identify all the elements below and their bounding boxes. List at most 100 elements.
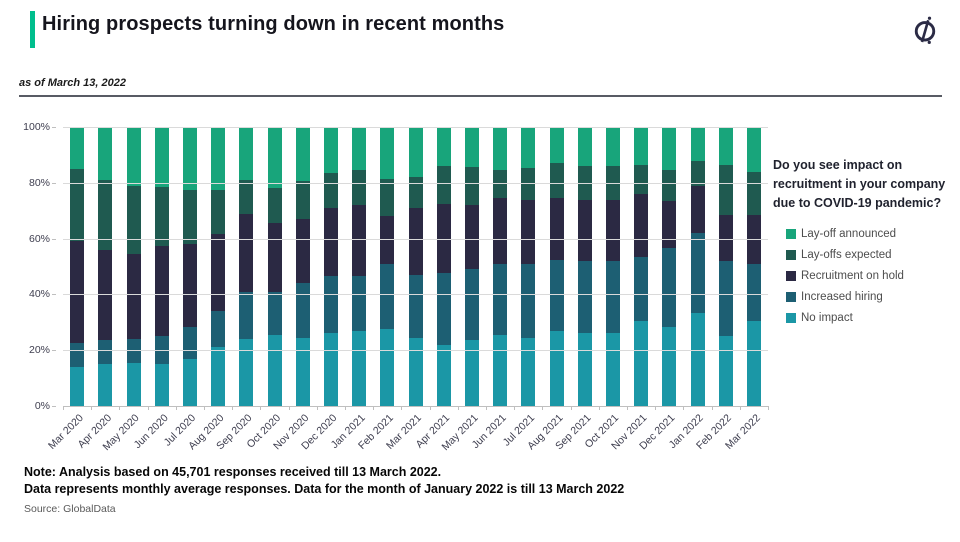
bar-segment-lay-offs-expected <box>323 173 338 208</box>
bar-segment-lay-offs-expected <box>267 188 282 224</box>
bar-segment-lay-offs-expected <box>295 181 310 220</box>
bar-slot <box>204 127 232 406</box>
y-axis-tick <box>52 238 56 240</box>
legend-item-no-impact: No impact <box>786 312 957 324</box>
bar-segment-no-impact <box>577 333 592 406</box>
bar-jul-2021 <box>521 127 536 406</box>
bar-slot <box>289 127 317 406</box>
bar-sep-2020 <box>239 127 254 406</box>
bar-segment-increased-hiring <box>662 248 677 327</box>
gridline-100% <box>63 127 768 128</box>
bar-slot <box>401 127 429 406</box>
bar-segment-increased-hiring <box>267 291 282 335</box>
gridline-60% <box>63 238 768 240</box>
x-axis-tick <box>768 406 769 410</box>
bar-segment-lay-off-announced <box>323 127 338 174</box>
bar-segment-lay-off-announced <box>690 127 705 161</box>
bar-segment-recruitment-on-hold <box>634 193 649 257</box>
bar-segment-recruitment-on-hold <box>464 205 479 270</box>
bar-slot <box>627 127 655 406</box>
bar-segment-lay-off-announced <box>521 127 536 168</box>
x-axis-ticks <box>63 406 769 411</box>
bar-segment-recruitment-on-hold <box>126 253 141 340</box>
bar-slot <box>430 127 458 406</box>
bar-segment-no-impact <box>521 337 536 406</box>
legend-swatch-icon <box>786 271 796 282</box>
notes: Note: Analysis based on 45,701 responses… <box>24 464 624 518</box>
x-axis-tick <box>739 406 741 410</box>
bar-segment-lay-off-announced <box>70 127 85 169</box>
legend-question: Do you see impact on recruitment in your… <box>773 158 946 210</box>
x-axis-tick <box>232 406 234 410</box>
gridline-0% <box>63 406 768 407</box>
bar-segment-no-impact <box>662 326 677 406</box>
bar-segment-no-impact <box>464 340 479 406</box>
y-axis-label: 100% <box>23 121 50 133</box>
bar-segment-lay-offs-expected <box>662 170 677 201</box>
bar-segment-recruitment-on-hold <box>662 200 677 249</box>
y-axis-label: 20% <box>28 344 50 357</box>
bar-segment-lay-offs-expected <box>154 187 169 246</box>
bar-slot <box>317 127 345 406</box>
bar-segment-increased-hiring <box>690 233 705 313</box>
bar-segment-lay-off-announced <box>493 127 508 171</box>
bar-segment-lay-off-announced <box>662 127 677 171</box>
legend-item-recruitment-on-hold: Recruitment on hold <box>786 270 957 282</box>
legend-swatch-icon <box>786 292 796 303</box>
bar-segment-recruitment-on-hold <box>493 198 508 264</box>
bar-segment-no-impact <box>634 320 649 406</box>
bars-container <box>63 127 768 406</box>
bar-mar-2022 <box>746 127 761 406</box>
bar-segment-lay-off-announced <box>239 127 254 181</box>
x-axis-tick <box>401 406 403 410</box>
legend-items: Lay-off announced Lay-offs expected Recrui… <box>773 228 957 324</box>
bar-dec-2021 <box>662 127 677 406</box>
bar-segment-no-impact <box>323 333 338 406</box>
bar-aug-2020 <box>211 127 226 406</box>
bar-segment-recruitment-on-hold <box>211 234 226 312</box>
bar-segment-lay-off-announced <box>182 127 197 190</box>
bar-segment-no-impact <box>267 334 282 406</box>
bar-segment-increased-hiring <box>577 260 592 334</box>
bar-slot <box>683 127 711 406</box>
bar-segment-lay-offs-expected <box>98 180 113 250</box>
bar-mar-2021 <box>408 127 423 406</box>
x-axis-tick <box>429 406 431 410</box>
bar-segment-no-impact <box>211 347 226 406</box>
bar-oct-2020 <box>267 127 282 406</box>
bar-slot <box>599 127 627 406</box>
bar-nov-2020 <box>295 127 310 406</box>
bar-segment-increased-hiring <box>98 340 113 365</box>
bar-segment-no-impact <box>98 364 113 406</box>
legend-label: No impact <box>801 312 853 325</box>
bar-slot <box>345 127 373 406</box>
bar-segment-no-impact <box>718 336 733 406</box>
x-axis-tick <box>457 406 459 410</box>
bar-segment-recruitment-on-hold <box>690 185 705 234</box>
bar-apr-2020 <box>98 127 113 406</box>
bar-slot <box>458 127 486 406</box>
legend-swatch-icon <box>786 313 796 324</box>
bar-segment-no-impact <box>352 330 367 406</box>
x-axis-label-slot: Mar 2022 <box>723 409 768 459</box>
bar-segment-lay-off-announced <box>126 127 141 186</box>
bar-segment-lay-off-announced <box>352 127 367 171</box>
bar-segment-increased-hiring <box>239 291 254 340</box>
x-axis-tick <box>514 406 516 410</box>
bar-segment-lay-off-announced <box>436 127 451 167</box>
legend-label: Recruitment on hold <box>801 270 904 283</box>
y-axis: 100% 80% 60% 40% 20% 0% <box>10 121 56 412</box>
bar-slot <box>655 127 683 406</box>
note-line-1: Note: Analysis based on 45,701 responses… <box>24 465 442 479</box>
bar-slot <box>119 127 147 406</box>
bar-segment-recruitment-on-hold <box>295 219 310 284</box>
bar-feb-2021 <box>380 127 395 406</box>
bar-segment-increased-hiring <box>408 274 423 338</box>
bar-slot <box>176 127 204 406</box>
bar-segment-increased-hiring <box>746 263 761 321</box>
bar-segment-lay-off-announced <box>634 127 649 165</box>
bar-segment-recruitment-on-hold <box>239 213 254 292</box>
bar-sep-2021 <box>577 127 592 406</box>
bar-segment-increased-hiring <box>436 273 451 345</box>
